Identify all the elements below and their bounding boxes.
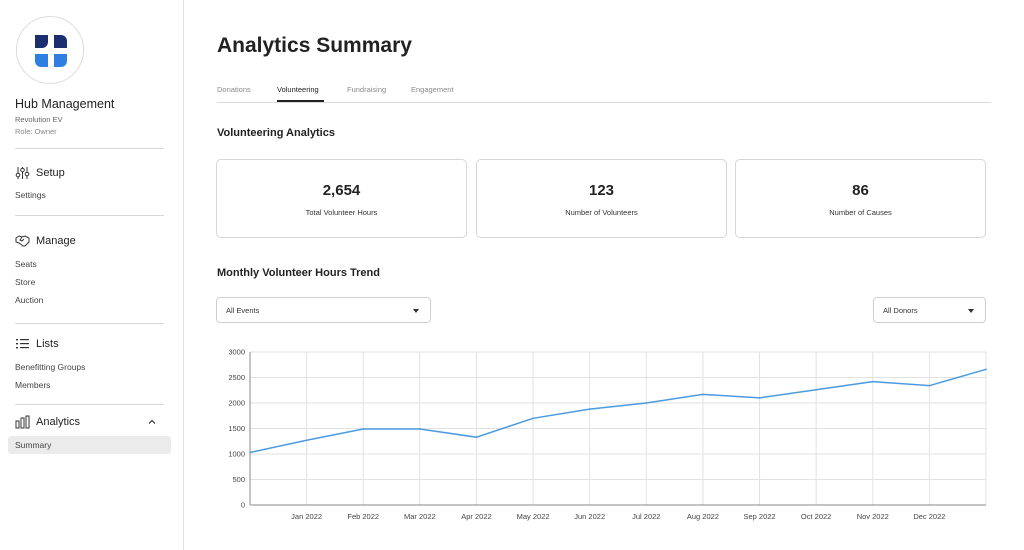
x-tick-label: Jun 2022 xyxy=(574,512,605,521)
data-point xyxy=(702,393,704,396)
sidebar-section-manage[interactable]: Manage xyxy=(15,234,76,248)
sidebar-item-store[interactable]: Store xyxy=(15,277,36,287)
y-tick-label: 3000 xyxy=(228,348,245,357)
sidebar-item-auction[interactable]: Auction xyxy=(15,295,44,305)
data-point xyxy=(985,368,987,371)
sidebar-divider xyxy=(15,148,164,149)
org-subtitle: Revolution EV xyxy=(15,115,63,124)
data-point xyxy=(645,402,648,404)
stat-label: Number of Causes xyxy=(829,208,892,217)
sidebar-section-label: Setup xyxy=(36,167,65,179)
sidebar-item-summary-label: Summary xyxy=(15,440,52,450)
org-logo xyxy=(16,16,84,84)
select-value: All Events xyxy=(226,306,260,315)
sidebar-section-label: Analytics xyxy=(36,416,81,428)
select-value: All Donors xyxy=(883,306,918,315)
sidebar-item-summary[interactable] xyxy=(8,436,171,454)
page-title: Analytics Summary xyxy=(217,34,412,57)
chevron-up-icon[interactable] xyxy=(146,417,158,427)
active-tab-indicator xyxy=(277,100,324,102)
stat-label: Number of Volunteers xyxy=(565,208,638,217)
sidebar-section-analytics[interactable]: Analytics xyxy=(15,415,80,429)
list-icon xyxy=(16,339,29,349)
x-tick-label: Mar 2022 xyxy=(404,512,436,521)
sidebar-section-label: Manage xyxy=(36,235,76,247)
data-point xyxy=(928,384,931,387)
series-line xyxy=(249,368,987,454)
sidebar-divider xyxy=(15,323,164,324)
tab-donations[interactable]: Donations xyxy=(217,85,251,94)
sidebar-section-setup[interactable]: Setup xyxy=(15,166,65,180)
events-filter-select[interactable]: All Events xyxy=(216,297,431,323)
sidebar-section-lists[interactable]: Lists xyxy=(15,337,59,351)
y-tick-label: 0 xyxy=(241,501,245,510)
tab-volunteering[interactable]: Volunteering xyxy=(277,85,319,94)
bar-chart-icon xyxy=(15,415,30,429)
stat-card-volunteers: 123 Number of Volunteers xyxy=(476,159,727,238)
data-point xyxy=(532,417,534,420)
sidebar: Hub Management Revolution EV Role: Owner… xyxy=(0,0,184,550)
sidebar-item-members[interactable]: Members xyxy=(15,380,51,390)
y-tick-label: 500 xyxy=(232,475,245,484)
x-tick-label: Jul 2022 xyxy=(632,512,660,521)
chart-title: Monthly Volunteer Hours Trend xyxy=(217,267,380,279)
x-tick-label: May 2022 xyxy=(517,512,550,521)
volunteer-hours-line-chart: 0 500 1000 1500 2000 2500 3000 Jan 2022 Feb 202… xyxy=(228,348,987,521)
x-tick-label: Sep 2022 xyxy=(743,512,775,521)
stat-card-total-hours: 2,654 Total Volunteer Hours xyxy=(216,159,467,238)
caret-down-icon xyxy=(968,309,974,313)
org-logo-icon xyxy=(35,35,67,67)
x-tick-label: Aug 2022 xyxy=(687,512,719,521)
x-tick-label: Apr 2022 xyxy=(461,512,491,521)
stat-value: 123 xyxy=(588,182,615,199)
sidebar-item-seats[interactable]: Seats xyxy=(15,259,37,269)
stat-card-causes: 86 Number of Causes xyxy=(735,159,986,238)
caret-down-icon xyxy=(413,309,419,313)
data-point xyxy=(871,380,874,383)
stat-value: 86 xyxy=(852,182,869,199)
data-point xyxy=(758,397,761,399)
handshake-icon xyxy=(15,235,30,247)
sidebar-divider xyxy=(15,404,164,405)
sliders-icon xyxy=(15,167,30,179)
y-tick-label: 1000 xyxy=(228,450,245,459)
section-title: Volunteering Analytics xyxy=(217,127,335,139)
x-tick-label: Oct 2022 xyxy=(801,512,831,521)
x-tick-label: Nov 2022 xyxy=(857,512,889,521)
org-name: Hub Management xyxy=(15,97,115,111)
data-point xyxy=(419,428,421,430)
data-point xyxy=(588,408,591,410)
stat-value: 2,654 xyxy=(322,182,361,199)
tab-fundraising[interactable]: Fundraising xyxy=(347,85,387,94)
stat-label: Total Volunteer Hours xyxy=(305,208,378,217)
x-tick-label: Jan 2022 xyxy=(291,512,322,521)
data-point xyxy=(305,439,308,442)
data-point xyxy=(362,428,365,430)
sidebar-section-label: Lists xyxy=(36,338,59,350)
sidebar-item-settings[interactable]: Settings xyxy=(15,190,46,200)
y-tick-label: 2000 xyxy=(228,399,245,408)
x-tick-label: Feb 2022 xyxy=(347,512,379,521)
tab-engagement[interactable]: Engagement xyxy=(411,85,454,94)
org-role: Role: Owner xyxy=(15,127,57,136)
y-tick-label: 2500 xyxy=(228,373,245,382)
sidebar-divider xyxy=(15,215,164,216)
donors-filter-select[interactable]: All Donors xyxy=(873,297,986,323)
tab-bar: Donations Volunteering Fundraising Engag… xyxy=(217,84,991,103)
data-point xyxy=(249,451,251,454)
sidebar-item-benefitting-groups[interactable]: Benefitting Groups xyxy=(15,362,86,372)
data-point xyxy=(815,388,817,391)
data-point xyxy=(475,436,478,438)
y-tick-label: 1500 xyxy=(228,424,245,433)
x-tick-label: Dec 2022 xyxy=(913,512,945,521)
